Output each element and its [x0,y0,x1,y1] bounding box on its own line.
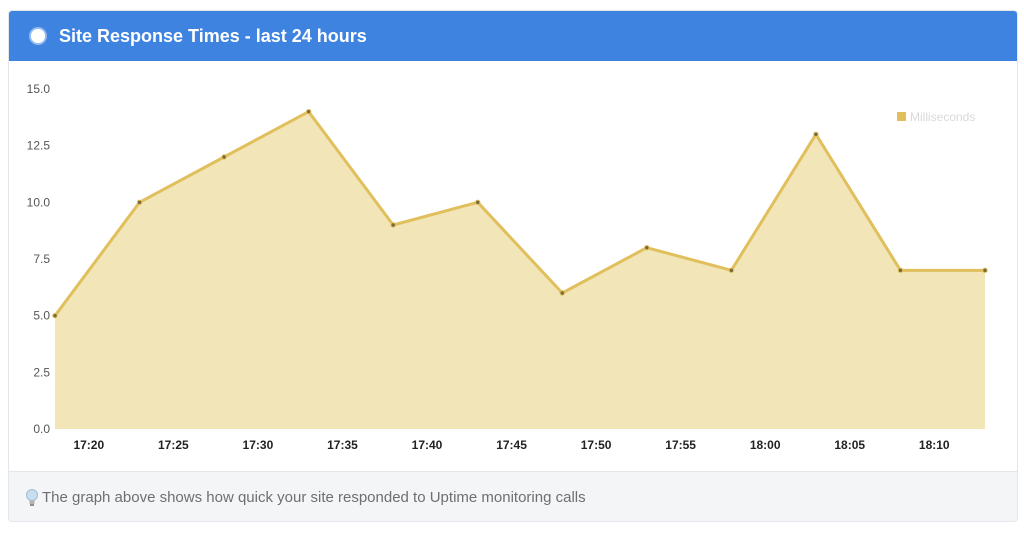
data-point[interactable] [305,108,312,115]
data-point[interactable] [982,267,988,274]
x-tick-label: 17:45 [496,438,527,452]
y-tick-label: 2.5 [33,365,50,379]
data-point[interactable] [136,199,143,206]
x-tick-label: 17:50 [581,438,612,452]
plot-area [52,108,988,429]
x-tick-label: 17:35 [327,438,358,452]
data-point[interactable] [221,154,227,160]
data-point[interactable] [559,290,565,296]
panel-footer: The graph above shows how quick your sit… [9,471,1017,521]
x-tick-label: 18:00 [750,438,781,452]
response-times-panel: Site Response Times - last 24 hours 0.0 2… [8,10,1018,522]
legend: Milliseconds [897,110,975,124]
legend-swatch [897,112,906,121]
data-point[interactable] [644,244,650,251]
lightbulb-icon [25,488,39,508]
panel-title: Site Response Times - last 24 hours [59,25,367,46]
series-line [53,110,985,317]
data-point[interactable] [475,199,481,206]
y-tick-label: 15.0 [27,82,51,96]
status-dot-icon [31,29,45,43]
response-time-chart: 0.0 2.5 5.0 7.5 10.0 12.5 15.0 17:20 17:25 17:30… [27,82,988,452]
panel-header: Site Response Times - last 24 hours [9,11,1017,61]
y-tick-label: 12.5 [27,139,51,153]
y-tick-label: 0.0 [33,422,50,436]
x-axis: 17:20 17:25 17:30 17:35 17:40 17:45 17:50 17:55… [73,438,949,452]
x-tick-label: 17:25 [158,438,189,452]
x-tick-label: 17:40 [412,438,443,452]
data-point[interactable] [390,222,396,228]
chart-container: 0.0 2.5 5.0 7.5 10.0 12.5 15.0 17:20 17:25 17:30… [9,61,1017,471]
footer-note: The graph above shows how quick your sit… [42,489,586,506]
series-area [55,111,985,429]
x-tick-label: 17:20 [73,438,104,452]
data-point[interactable] [52,312,58,319]
y-tick-label: 5.0 [33,309,50,323]
legend-label: Milliseconds [910,110,975,124]
x-tick-label: 18:05 [834,438,865,452]
x-tick-label: 18:10 [919,438,950,452]
y-tick-label: 7.5 [33,252,50,266]
x-tick-label: 17:55 [665,438,696,452]
y-axis: 0.0 2.5 5.0 7.5 10.0 12.5 15.0 [27,82,51,436]
data-point[interactable] [897,267,904,274]
data-point[interactable] [728,267,735,274]
x-tick-label: 17:30 [243,438,274,452]
data-point[interactable] [813,131,819,138]
y-tick-label: 10.0 [27,195,51,209]
